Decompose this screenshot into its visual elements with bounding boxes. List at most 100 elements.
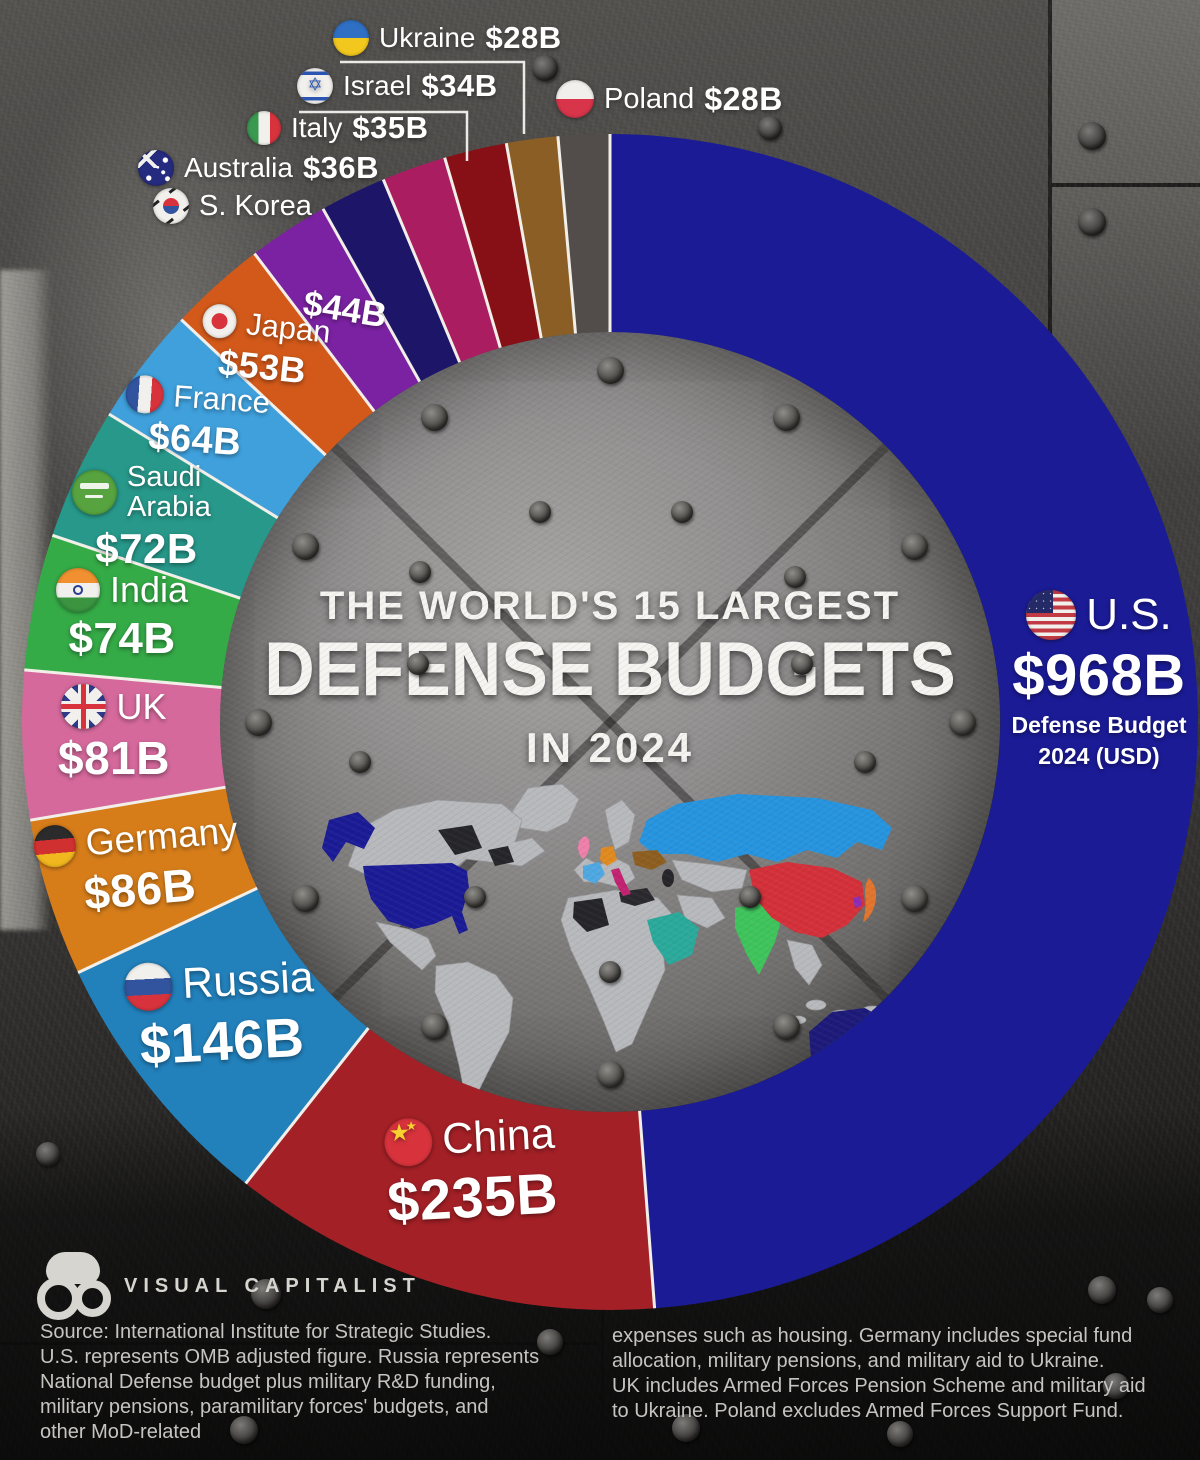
rivet <box>464 886 486 908</box>
country-name: Saudi Arabia <box>127 461 211 524</box>
france-flag-icon <box>124 374 165 415</box>
country-value: $86B <box>81 858 199 920</box>
rivet <box>529 501 551 523</box>
country-name: Poland <box>604 82 695 115</box>
segment-poland <box>557 133 610 334</box>
label-us: U.S. $968B Defense Budget 2024 (USD) <box>1000 590 1198 771</box>
rivet <box>671 501 693 523</box>
rivet <box>791 653 813 675</box>
country-value: $34B <box>421 68 498 103</box>
rivet <box>948 708 976 736</box>
visual-capitalist-binoculars-icon <box>36 1252 112 1320</box>
rivet <box>420 1013 448 1041</box>
country-value: $81B <box>58 732 170 784</box>
australia-flag-icon <box>138 150 174 186</box>
source-text-right: expenses such as housing. Germany includ… <box>612 1325 1146 1422</box>
label-china: China $235B <box>383 1110 559 1236</box>
country-name: UK <box>116 685 167 727</box>
rivet <box>854 751 876 773</box>
label-saudi-arabia: Saudi Arabia $72B <box>72 462 221 573</box>
label-poland: Poland $28B <box>556 80 783 118</box>
us-flag-icon <box>1026 590 1077 640</box>
germany-flag-icon <box>32 823 78 869</box>
segment-divider <box>381 178 461 363</box>
uk-flag-icon <box>61 684 107 729</box>
label-germany: Germany $86B <box>32 809 244 924</box>
label-ukraine: Ukraine $28B <box>333 20 562 56</box>
india-flag-icon <box>56 568 100 612</box>
israel-flag-icon <box>297 68 333 104</box>
japan-flag-icon <box>200 302 239 340</box>
country-name: Ukraine <box>379 22 476 53</box>
country-value: $28B <box>704 80 783 117</box>
label-italy: Italy $35B <box>247 110 428 146</box>
visual-capitalist-wordmark: VISUAL CAPITALIST <box>124 1275 421 1297</box>
italy-flag-icon <box>247 111 281 145</box>
country-value: $72B <box>95 524 198 572</box>
country-name: Australia <box>184 152 293 183</box>
label-india: India $74B <box>56 568 188 664</box>
russia-flag-icon <box>123 961 174 1012</box>
country-name: Japan <box>244 306 333 350</box>
segment-germany <box>30 787 258 973</box>
rivet <box>420 403 448 431</box>
country-value: $36B <box>302 150 380 185</box>
country-name: China <box>441 1109 556 1164</box>
rivet <box>739 886 761 908</box>
china-flag-icon <box>383 1116 434 1167</box>
rivet <box>349 751 371 773</box>
country-name: Israel <box>343 70 412 101</box>
rivet <box>409 561 431 583</box>
south-korea-flag-icon <box>153 188 189 224</box>
poland-flag-icon <box>556 80 594 118</box>
segment-israel <box>444 143 542 348</box>
rivet <box>291 884 319 912</box>
label-israel: Israel $34B <box>297 68 498 104</box>
country-value: $64B <box>147 415 243 465</box>
segment-italy <box>383 157 501 363</box>
country-name: Russia <box>181 953 315 1008</box>
rivet <box>599 961 621 983</box>
rivet <box>407 653 429 675</box>
country-name: S. Korea <box>199 189 312 222</box>
country-name: India <box>110 569 189 610</box>
center-metal-plate: THE WORLD'S 15 LARGEST DEFENSE BUDGETS I… <box>220 332 1000 1112</box>
visual-capitalist-logo: VISUAL CAPITALIST <box>36 1252 421 1320</box>
label-russia: Russia $146B <box>123 953 318 1078</box>
segment-divider <box>504 142 543 339</box>
rivet <box>772 403 800 431</box>
segment-divider <box>556 136 577 334</box>
rivet <box>901 532 929 560</box>
rivet <box>784 566 806 588</box>
country-value: $35B <box>352 110 429 145</box>
segment-divider <box>77 886 258 974</box>
segment-divider <box>30 785 226 822</box>
country-name: Italy <box>291 112 343 143</box>
country-name: U.S. <box>1086 590 1172 639</box>
israel-leader-line <box>299 110 469 161</box>
country-value: $968B <box>1012 643 1186 708</box>
rivet <box>244 708 272 736</box>
country-value: $146B <box>138 1005 306 1077</box>
country-name: France <box>172 378 272 421</box>
country-value: $235B <box>385 1161 560 1235</box>
rivet <box>758 116 782 140</box>
rivet <box>596 1060 624 1088</box>
label-uk: UK $81B <box>58 684 170 785</box>
segment-ukraine <box>506 136 576 339</box>
country-value: $74B <box>68 614 176 663</box>
source-text-left: Source: International Institute for Stra… <box>40 1321 540 1443</box>
country-value: $28B <box>485 20 562 55</box>
rivet <box>901 884 929 912</box>
segment-divider <box>24 668 222 689</box>
segment-australia <box>323 179 460 382</box>
label-france: France $64B <box>121 374 271 467</box>
label-australia: Australia $36B <box>138 150 379 186</box>
ukraine-flag-icon <box>333 20 369 56</box>
rivet <box>772 1013 800 1041</box>
saudi-arabia-flag-icon <box>72 469 117 515</box>
rivet <box>532 55 558 81</box>
segment-divider <box>443 157 502 349</box>
